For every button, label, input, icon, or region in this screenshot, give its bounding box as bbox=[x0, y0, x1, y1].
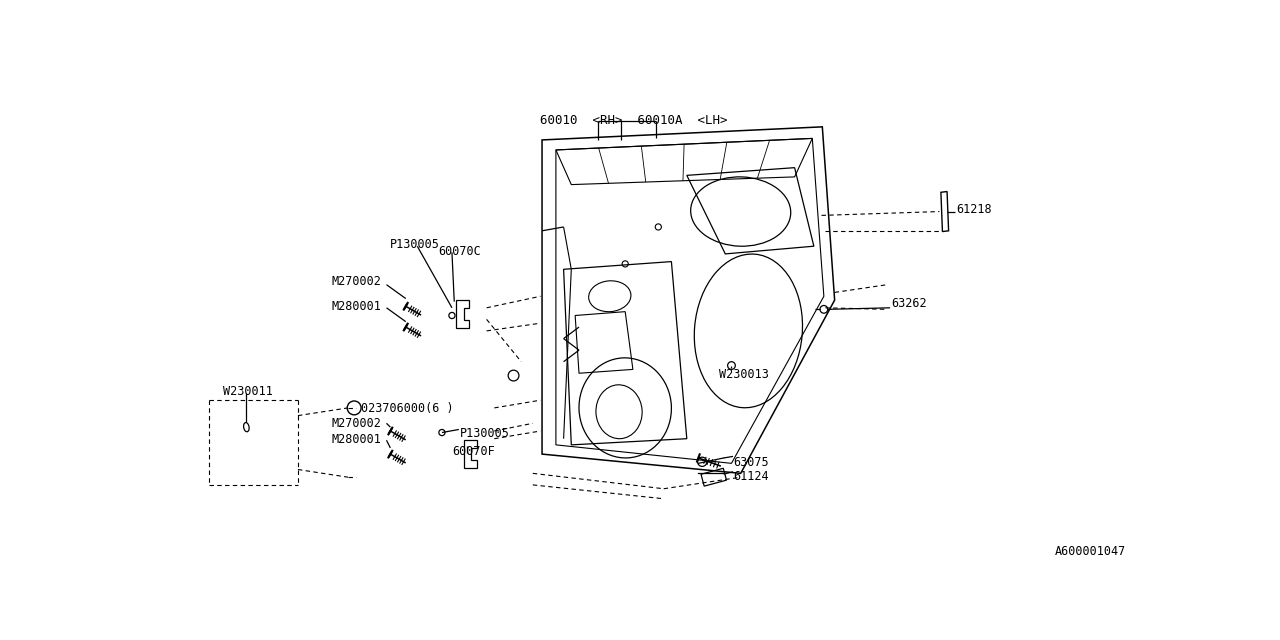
Text: W230013: W230013 bbox=[719, 368, 769, 381]
Text: M270002: M270002 bbox=[332, 417, 381, 430]
Text: 60070F: 60070F bbox=[452, 445, 494, 458]
Text: M280001: M280001 bbox=[332, 433, 381, 445]
Text: M280001: M280001 bbox=[332, 300, 381, 313]
Text: 63262: 63262 bbox=[892, 298, 927, 310]
Text: P130005: P130005 bbox=[460, 427, 509, 440]
Text: M270002: M270002 bbox=[332, 275, 381, 289]
Text: W230011: W230011 bbox=[223, 385, 273, 398]
Text: 63075: 63075 bbox=[733, 456, 768, 468]
Text: 61218: 61218 bbox=[956, 203, 992, 216]
Text: A600001047: A600001047 bbox=[1055, 545, 1125, 558]
Text: 60010  <RH>  60010A  <LH>: 60010 <RH> 60010A <LH> bbox=[540, 114, 728, 127]
Text: P130005: P130005 bbox=[390, 239, 440, 252]
Text: 023706000(6 ): 023706000(6 ) bbox=[361, 402, 453, 415]
Text: 61124: 61124 bbox=[733, 470, 768, 483]
Text: 60070C: 60070C bbox=[438, 244, 481, 258]
